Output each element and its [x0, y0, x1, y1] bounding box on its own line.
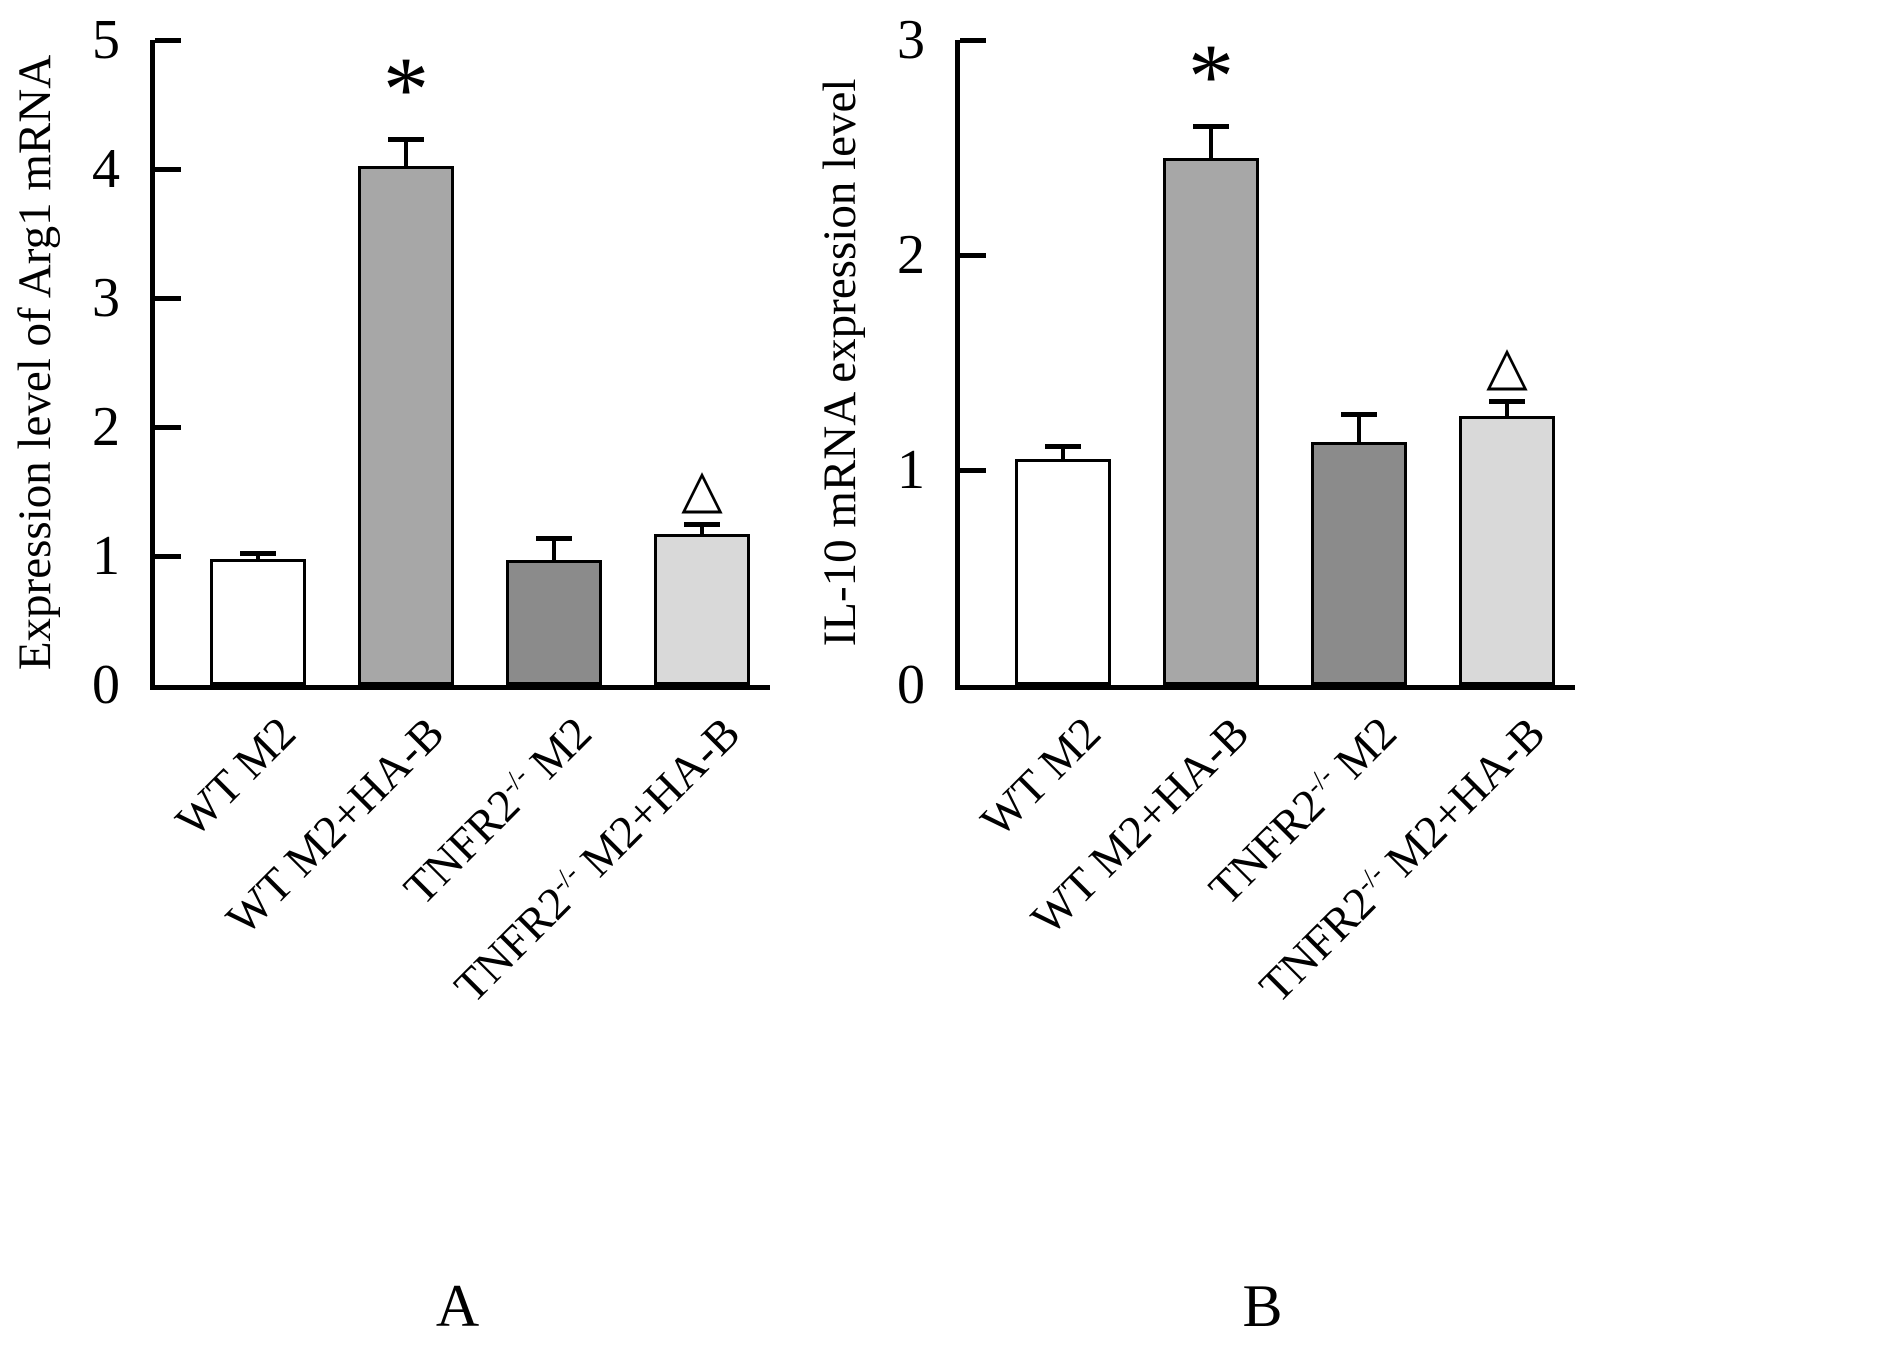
x-tick-label: WT M2 [970, 707, 1111, 847]
error-bar [552, 537, 556, 560]
bar [654, 534, 750, 685]
error-bar [1061, 446, 1065, 460]
y-tick-label: 4 [92, 138, 120, 200]
bar [358, 166, 454, 685]
y-tick-mark [155, 553, 181, 559]
bar [1015, 459, 1111, 685]
error-bar-cap [1341, 412, 1377, 418]
y-tick-label: 2 [92, 396, 120, 458]
error-bar-cap [684, 521, 720, 527]
y-tick-mark [155, 166, 181, 172]
error-bar-cap [1045, 444, 1081, 450]
y-tick-mark [960, 467, 986, 473]
y-tick-label: 3 [92, 267, 120, 329]
y-tick-label: 5 [92, 9, 120, 71]
y-tick-label: 3 [897, 9, 925, 71]
y-tick-label: 2 [897, 224, 925, 286]
panel-label: B [1242, 1273, 1283, 1339]
y-tick-mark [960, 37, 986, 43]
bar [1163, 158, 1259, 685]
panel-label: A [435, 1273, 480, 1339]
error-bar-cap [1193, 124, 1229, 129]
significance-star: * [1188, 25, 1234, 127]
bar [1311, 442, 1407, 685]
error-bar [1209, 126, 1213, 159]
y-tick-mark [155, 295, 181, 301]
significance-star: * [383, 38, 429, 141]
error-bar-cap [388, 137, 424, 143]
error-bar-cap [1489, 399, 1525, 405]
significance-triangle: △ [681, 458, 723, 519]
plot-area: * △ [955, 30, 1575, 690]
error-bar-cap [536, 535, 572, 541]
x-tick-label: WT M2 [165, 707, 306, 847]
error-bar [700, 523, 704, 535]
error-bar [1357, 414, 1361, 443]
error-bar [404, 139, 408, 167]
panel-b: IL-10 mRNA expression level * △ B 0 1 2 3 WT … [805, 0, 1890, 1356]
y-tick-mark [155, 37, 181, 43]
plot-area: * △ [150, 37, 770, 690]
x-tick-label: TNFR2-/- M2+HA-B [1248, 707, 1555, 1013]
y-tick-label: 1 [897, 439, 925, 501]
error-bar [1505, 401, 1509, 417]
y-tick-label: 0 [897, 654, 925, 716]
y-tick-mark [960, 252, 986, 258]
significance-triangle: △ [1486, 336, 1528, 397]
bar [1459, 416, 1555, 685]
x-tick-label: TNFR2-/- M2+HA-B [443, 707, 750, 1013]
y-axis-label: IL-10 mRNA expression level [814, 78, 866, 647]
bar [210, 558, 306, 685]
y-tick-label: 1 [92, 525, 120, 587]
y-tick-label: 0 [92, 654, 120, 716]
y-tick-mark [155, 424, 181, 430]
bar [506, 559, 602, 685]
error-bar-cap [240, 551, 276, 557]
